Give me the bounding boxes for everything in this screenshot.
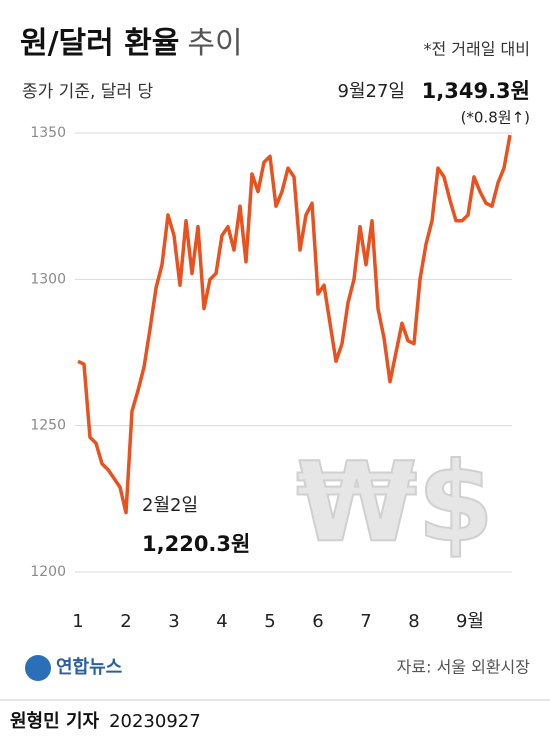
value-label: 1,349.3원 [422,79,530,103]
logo-mark [25,655,51,681]
subtitle: 종가 기준, 달러 당 [22,82,153,102]
title-suffix: 추이 [187,26,242,61]
source: 자료: 서울 외환시장 [397,658,531,677]
x-tick-label: 2 [120,611,131,632]
byline: 원형민 기자 20230927 [10,711,201,732]
y-tick-label: 1300 [30,271,66,287]
annotation: 2월2일 [142,495,198,516]
x-tick-label: 1 [72,611,83,632]
x-tick-label: 8 [408,611,419,632]
title-main: 원/달러 환율 [20,26,179,61]
annotation: (*0.8원↑) [461,109,530,127]
x-tick-label: 3 [168,611,179,632]
chart-title: 원/달러 환율 추이 [20,26,243,61]
byline-date: 20230927 [109,711,201,732]
x-tick-label: 7 [360,611,371,632]
x-tick-label: 4 [216,611,227,632]
annotation: 9월27일 [338,81,405,102]
x-tick-label: 9월 [456,611,484,632]
x-tick-label: 5 [264,611,275,632]
value-label: 1,220.3원 [142,532,250,556]
decor-symbol: ₩$ [296,438,494,566]
logo: 연합뉴스 [56,656,122,678]
note: *전 거래일 대비 [424,40,531,59]
y-tick-label: 1200 [30,564,66,580]
byline-name: 원형민 기자 [10,711,100,732]
y-tick-label: 1350 [30,125,66,141]
x-tick-label: 6 [312,611,323,632]
y-tick-label: 1250 [30,418,66,434]
line [77,134,512,515]
